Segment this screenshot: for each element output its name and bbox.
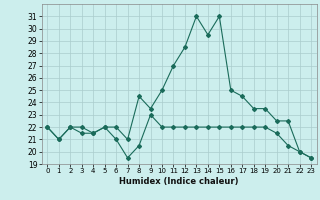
X-axis label: Humidex (Indice chaleur): Humidex (Indice chaleur) bbox=[119, 177, 239, 186]
